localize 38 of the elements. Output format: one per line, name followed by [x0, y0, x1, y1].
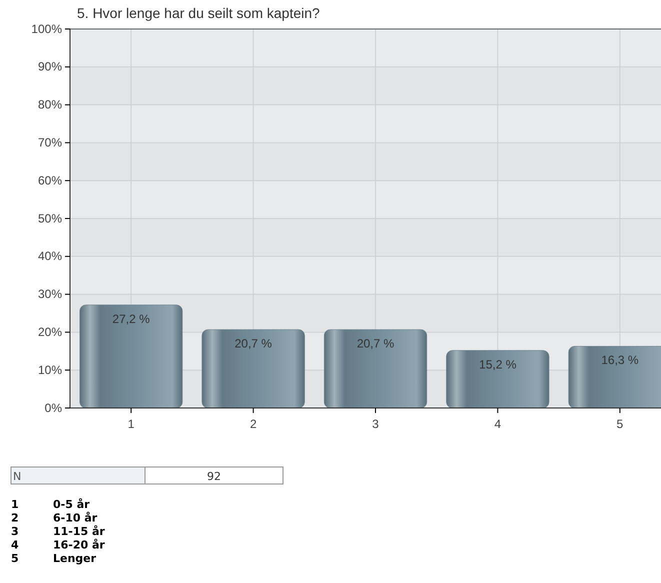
chart-title: 5. Hvor lenge har du seilt som kaptein?	[77, 5, 320, 21]
text: 6-10 år	[53, 512, 98, 524]
y-tick-label: 80%	[38, 98, 62, 112]
data-label: 20,7 %	[234, 336, 272, 351]
bar	[324, 329, 428, 408]
text: 92	[207, 470, 221, 483]
y-tick-label: 40%	[38, 249, 62, 264]
data-label: 27,2 %	[112, 312, 150, 326]
y-tick-label: 70%	[38, 136, 62, 150]
y-tick-label: 0%	[44, 400, 62, 415]
x-tick-label: 4	[494, 417, 502, 431]
x-tick-label: 2	[250, 417, 257, 431]
x-tick-label: 3	[372, 417, 380, 431]
x-tick-label: 1	[128, 417, 135, 431]
y-tick-label: 100%	[31, 22, 62, 36]
text: 11-15 år	[53, 525, 106, 538]
y-tick-label: 10%	[38, 362, 62, 377]
y-tick-label: 90%	[38, 60, 62, 74]
text: 1	[11, 498, 19, 511]
bar	[80, 304, 183, 408]
y-tick-label: 50%	[38, 211, 62, 226]
y-tick-label: 30%	[38, 287, 62, 302]
text: 2	[11, 512, 19, 524]
y-tick-label: 60%	[38, 173, 62, 188]
y-tick-label: 20%	[38, 325, 62, 340]
data-label: 20,7 %	[356, 336, 395, 351]
data-label: 15,2 %	[479, 357, 517, 372]
text: 5	[11, 552, 19, 565]
text: 16-20 år	[53, 538, 106, 552]
text: 0-5 år	[53, 498, 90, 511]
text: 4	[11, 538, 19, 552]
text: N	[13, 470, 22, 483]
bar	[446, 350, 550, 408]
bar	[202, 329, 305, 408]
x-tick-label: 5	[616, 417, 624, 431]
text: Lenger	[53, 552, 97, 565]
text: 3	[11, 525, 19, 538]
data-label: 16,3 %	[601, 353, 639, 368]
